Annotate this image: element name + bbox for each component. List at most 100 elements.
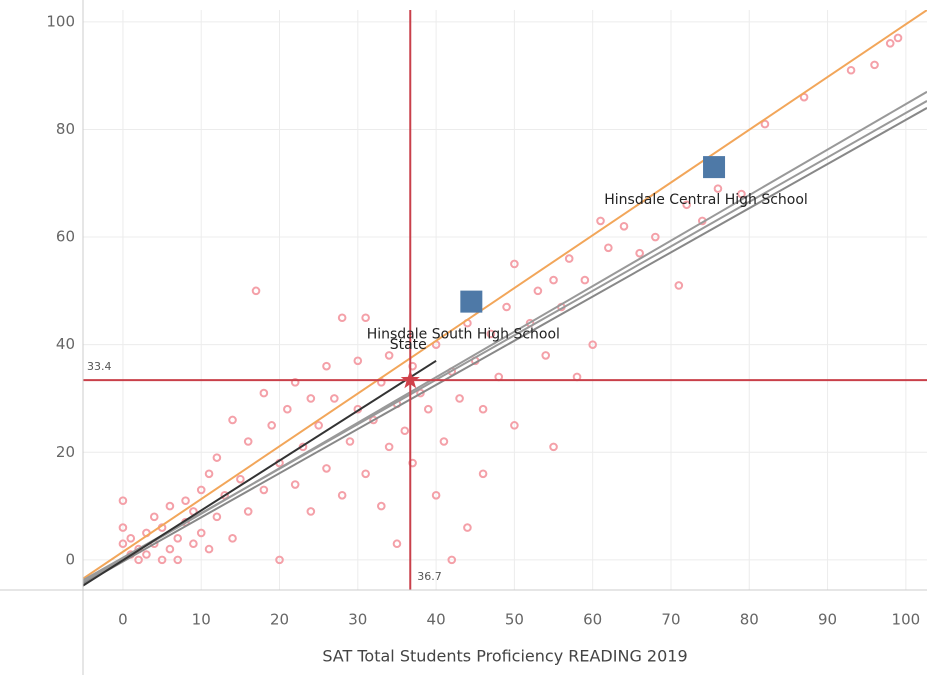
state-marker [400, 370, 420, 389]
y-tick-label: 40 [56, 335, 75, 353]
point [580, 275, 590, 285]
point [322, 464, 331, 473]
point [893, 33, 903, 43]
point [149, 512, 159, 522]
point [228, 534, 237, 543]
point [165, 544, 175, 554]
point [251, 286, 261, 296]
point [283, 404, 292, 414]
point [173, 555, 183, 565]
point [204, 544, 214, 554]
point [337, 491, 347, 500]
point [196, 485, 206, 495]
point [322, 361, 331, 371]
point [345, 437, 355, 446]
y-tick-label: 100 [46, 12, 75, 30]
point [713, 184, 723, 193]
point [549, 275, 558, 285]
point [243, 507, 253, 516]
point [228, 415, 237, 425]
point [204, 469, 214, 479]
point [596, 216, 605, 226]
point [760, 119, 770, 129]
point [463, 523, 472, 532]
point [376, 378, 386, 387]
reference-label: 36.7 [417, 570, 442, 583]
x-tick-label: 90 [818, 611, 837, 629]
point [189, 539, 198, 549]
point [118, 496, 128, 505]
point [196, 528, 206, 538]
x-tick-label: 50 [505, 611, 524, 629]
highlight-label: Hinsdale Central High School [604, 192, 808, 208]
highlight-marker [460, 290, 483, 313]
point [447, 555, 457, 565]
highlight-marker [703, 156, 726, 179]
x-tick-label: 60 [583, 611, 602, 629]
point [259, 388, 269, 398]
point [361, 313, 370, 323]
point [510, 421, 519, 430]
point [674, 281, 684, 290]
point [486, 329, 496, 339]
point [118, 523, 128, 532]
point [376, 501, 386, 511]
trend-line [83, 107, 927, 585]
point [400, 426, 410, 436]
point [588, 340, 597, 349]
point [870, 60, 879, 70]
point [330, 394, 339, 403]
point [392, 539, 402, 549]
point [439, 437, 449, 446]
point [259, 485, 269, 495]
point [361, 469, 370, 479]
point [290, 480, 300, 489]
x-tick-label: 20 [270, 611, 289, 629]
x-tick-label: 80 [740, 611, 759, 629]
point [181, 496, 190, 505]
point [846, 65, 856, 75]
x-tick-label: 40 [427, 611, 446, 629]
y-tick-label: 80 [56, 120, 75, 138]
point [455, 394, 464, 403]
point [220, 491, 230, 500]
state-label: State [390, 337, 427, 353]
point [635, 248, 644, 258]
point [431, 491, 441, 500]
x-axis-label: SAT Total Students Proficiency READING 2… [322, 647, 687, 666]
reference-label: 33.4 [87, 360, 112, 373]
point [118, 539, 128, 549]
point [369, 415, 378, 425]
point [384, 351, 394, 360]
point [478, 469, 488, 479]
point [682, 200, 691, 210]
point [275, 555, 284, 565]
point [157, 555, 167, 565]
point [651, 232, 660, 242]
x-tick-label: 30 [348, 611, 367, 629]
point [885, 39, 895, 48]
point [510, 259, 519, 269]
point [737, 189, 746, 199]
trend-line [83, 359, 437, 587]
point [243, 437, 253, 446]
point [619, 221, 629, 231]
trend-line [83, 10, 927, 580]
plot-area [83, 10, 927, 590]
point [165, 501, 175, 511]
point [353, 356, 363, 366]
x-tick-label: 10 [192, 611, 211, 629]
point [423, 404, 433, 414]
point [549, 442, 558, 452]
point [126, 534, 136, 543]
point [533, 286, 543, 296]
point [173, 534, 183, 543]
point [564, 254, 574, 263]
point [212, 512, 222, 522]
point [212, 453, 222, 462]
point [306, 394, 316, 403]
y-tick-label: 20 [56, 443, 75, 461]
x-tick-label: 100 [892, 611, 921, 629]
point [502, 302, 511, 312]
